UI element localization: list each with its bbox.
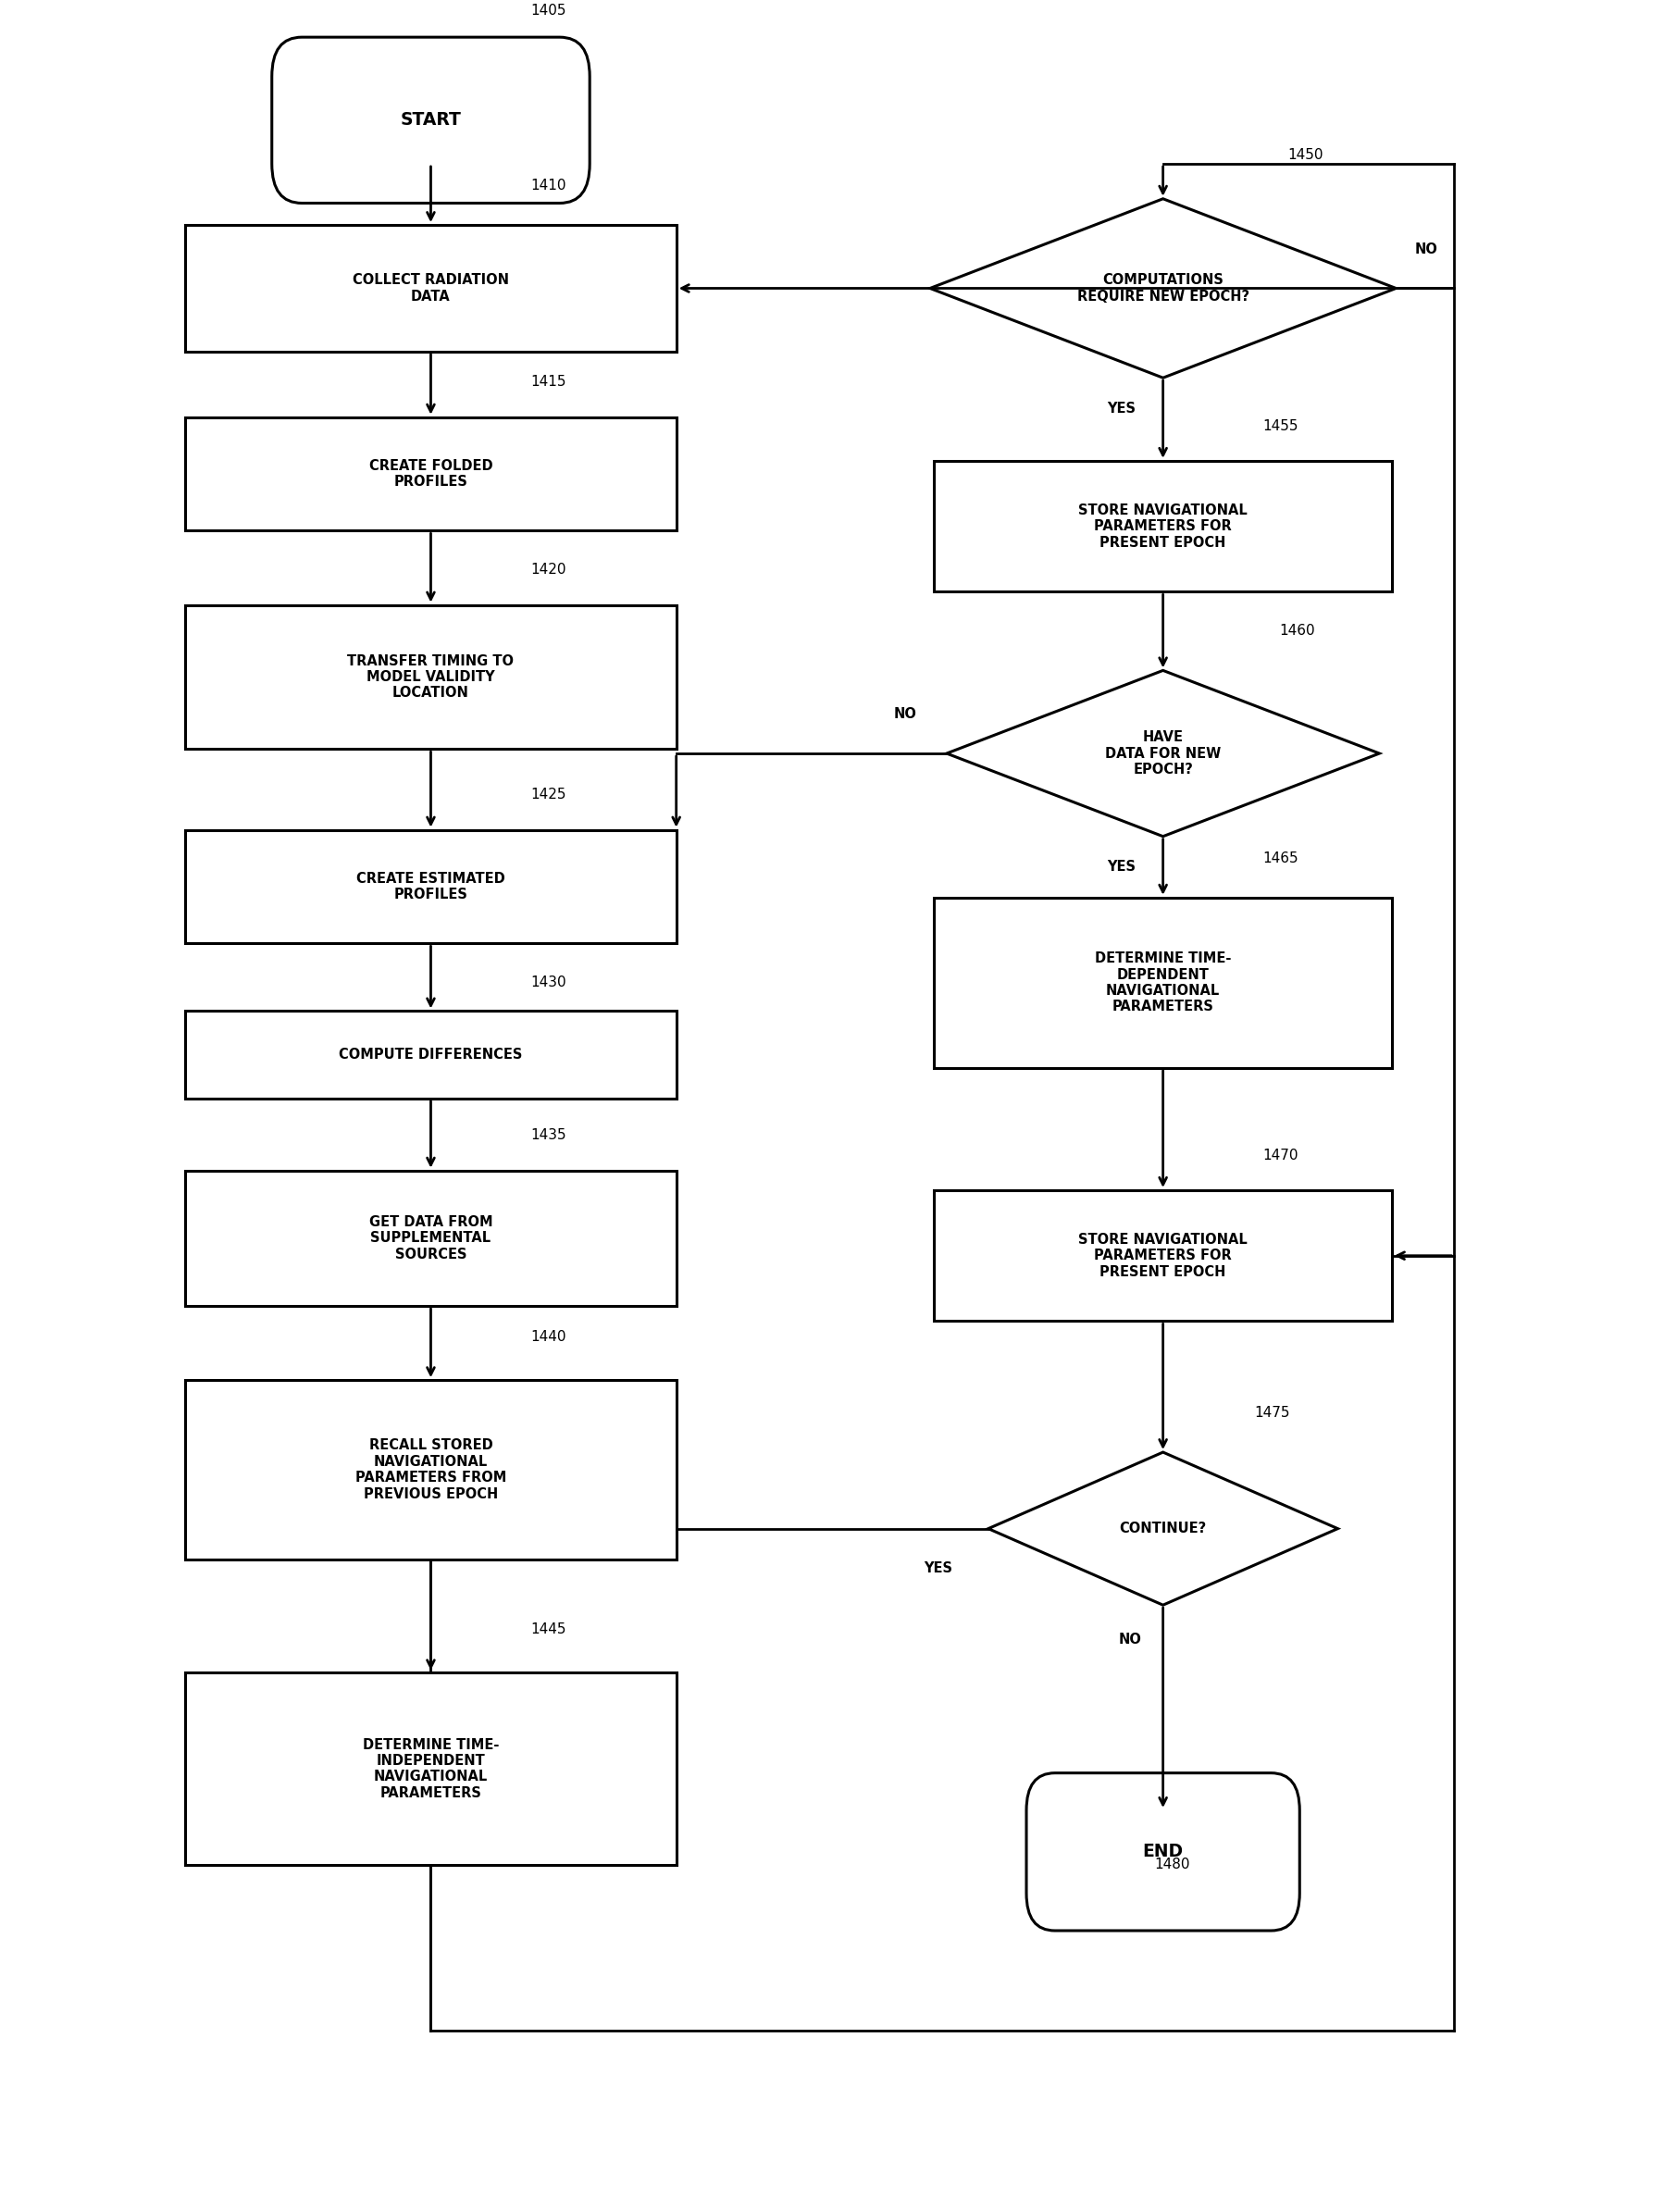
Bar [186, 226, 676, 352]
Text: 1445: 1445 [530, 1621, 567, 1637]
Text: 1460: 1460 [1280, 624, 1315, 637]
Text: NO: NO [1415, 241, 1437, 257]
Bar [186, 418, 676, 531]
Text: YES: YES [924, 1562, 953, 1575]
Text: TRANSFER TIMING TO
MODEL VALIDITY
LOCATION: TRANSFER TIMING TO MODEL VALIDITY LOCATI… [347, 655, 515, 699]
Text: 1425: 1425 [530, 787, 567, 803]
Bar [934, 1190, 1392, 1321]
Text: 1430: 1430 [530, 975, 567, 989]
Text: STORE NAVIGATIONAL
PARAMETERS FOR
PRESENT EPOCH: STORE NAVIGATIONAL PARAMETERS FOR PRESEN… [1078, 1232, 1248, 1279]
Bar [934, 898, 1392, 1068]
Text: COMPUTATIONS
REQUIRE NEW EPOCH?: COMPUTATIONS REQUIRE NEW EPOCH? [1077, 274, 1249, 303]
FancyBboxPatch shape [1026, 1774, 1300, 1931]
Text: CREATE ESTIMATED
PROFILES: CREATE ESTIMATED PROFILES [357, 872, 505, 902]
Text: 1435: 1435 [530, 1128, 567, 1144]
Text: START: START [401, 111, 461, 128]
Text: 1475: 1475 [1254, 1407, 1290, 1420]
Text: STORE NAVIGATIONAL
PARAMETERS FOR
PRESENT EPOCH: STORE NAVIGATIONAL PARAMETERS FOR PRESEN… [1078, 504, 1248, 549]
Text: 1450: 1450 [1288, 148, 1323, 161]
Bar [934, 460, 1392, 593]
Polygon shape [931, 199, 1395, 378]
Polygon shape [988, 1453, 1338, 1606]
Text: COMPUTE DIFFERENCES: COMPUTE DIFFERENCES [339, 1048, 523, 1062]
Text: 1420: 1420 [530, 564, 567, 577]
Text: 1470: 1470 [1263, 1148, 1298, 1161]
FancyBboxPatch shape [272, 38, 590, 204]
Text: 1455: 1455 [1263, 418, 1298, 434]
Text: 1480: 1480 [1155, 1858, 1191, 1871]
Text: RECALL STORED
NAVIGATIONAL
PARAMETERS FROM
PREVIOUS EPOCH: RECALL STORED NAVIGATIONAL PARAMETERS FR… [356, 1438, 506, 1500]
Text: 1465: 1465 [1263, 852, 1298, 865]
Text: CONTINUE?: CONTINUE? [1119, 1522, 1207, 1535]
Text: DETERMINE TIME-
DEPENDENT
NAVIGATIONAL
PARAMETERS: DETERMINE TIME- DEPENDENT NAVIGATIONAL P… [1095, 951, 1231, 1013]
Text: NO: NO [894, 708, 917, 721]
Bar [186, 1011, 676, 1099]
Bar [186, 1672, 676, 1865]
Text: 1405: 1405 [530, 4, 567, 18]
Text: CREATE FOLDED
PROFILES: CREATE FOLDED PROFILES [369, 458, 493, 489]
Polygon shape [948, 670, 1380, 836]
Text: 1440: 1440 [530, 1329, 567, 1343]
Bar [186, 604, 676, 750]
Text: COLLECT RADIATION
DATA: COLLECT RADIATION DATA [352, 274, 510, 303]
Text: YES: YES [1107, 400, 1135, 416]
Bar [186, 1380, 676, 1559]
Text: 1410: 1410 [530, 179, 567, 192]
Text: DETERMINE TIME-
INDEPENDENT
NAVIGATIONAL
PARAMETERS: DETERMINE TIME- INDEPENDENT NAVIGATIONAL… [362, 1739, 500, 1801]
Bar [186, 1170, 676, 1305]
Text: GET DATA FROM
SUPPLEMENTAL
SOURCES: GET DATA FROM SUPPLEMENTAL SOURCES [369, 1214, 493, 1261]
Text: HAVE
DATA FOR NEW
EPOCH?: HAVE DATA FOR NEW EPOCH? [1105, 730, 1221, 776]
Bar [186, 830, 676, 942]
Text: YES: YES [1107, 860, 1135, 874]
Text: END: END [1142, 1843, 1184, 1860]
Text: NO: NO [1119, 1632, 1142, 1648]
Text: 1415: 1415 [530, 376, 567, 389]
